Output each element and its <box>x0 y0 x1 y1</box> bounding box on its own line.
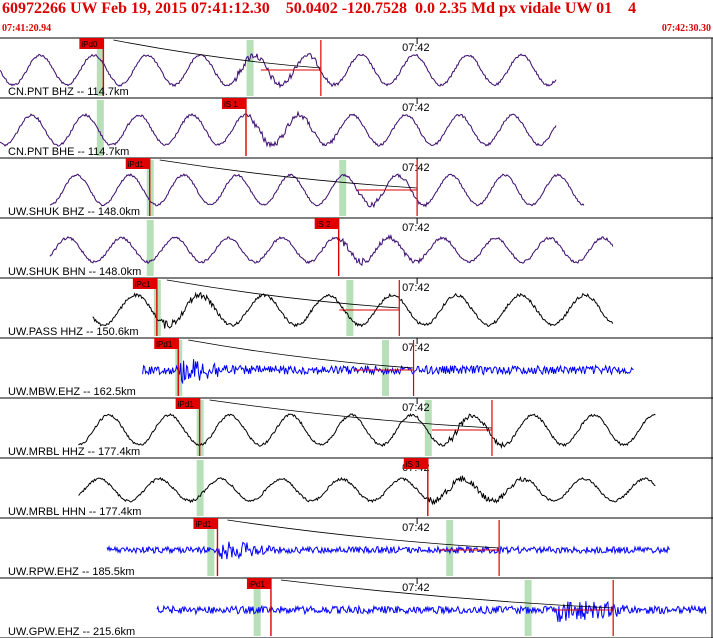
trace-row: 07:42 iPd1 UW.SHUK BHZ -- 148.0km <box>0 158 713 219</box>
station-label: UW.SHUK BHZ -- 148.0km <box>8 206 140 218</box>
travel-time-band <box>339 160 347 216</box>
pick-label: iS 2 <box>317 220 331 229</box>
travel-time-band <box>346 280 354 336</box>
waveform <box>156 600 707 623</box>
travel-time-band <box>196 460 204 516</box>
arrival-curve <box>188 339 414 369</box>
travel-time-band <box>246 40 254 96</box>
station-label: UW.MBW.EHZ -- 162.5km <box>8 386 136 398</box>
waveform <box>78 475 656 506</box>
minute-tick-label: 07:42 <box>402 402 430 414</box>
minute-tick-label: 07:42 <box>402 162 430 174</box>
waveform <box>49 173 585 209</box>
arrival-curve <box>209 399 492 429</box>
minute-tick-label: 07:42 <box>402 102 430 114</box>
waveform <box>0 52 557 89</box>
minute-tick-label: 07:42 <box>402 42 430 54</box>
pick-label: iS 3 <box>406 460 420 469</box>
arrival-curve <box>113 39 321 69</box>
station-label: UW.MRBL HHZ -- 177.4km <box>8 446 140 458</box>
pick-label: iPd1 <box>249 580 266 589</box>
travel-time-band <box>207 520 215 576</box>
waveform <box>0 110 557 149</box>
minute-tick-label: 07:42 <box>402 582 430 594</box>
pick-flag <box>154 338 179 349</box>
minute-tick-label: 07:42 <box>402 282 430 294</box>
station-label: UW.SHUK BHN -- 148.0km <box>8 266 141 278</box>
window-start-time: 07:41:20.94 <box>2 23 52 34</box>
waveform <box>49 233 614 267</box>
pick-flag <box>246 578 271 589</box>
trace-row: 07:42 iPd0 CN.PNT BHZ -- 114.7km <box>0 38 713 99</box>
station-label: UW.MRBL HHN -- 177.4km <box>8 506 141 518</box>
pick-label: iPc1 <box>135 280 151 289</box>
trace-row: 07:42 iPd1 UW.MBW.EHZ -- 162.5km <box>0 338 713 399</box>
pick-flag <box>132 278 157 289</box>
station-label: CN.PNT BHZ -- 114.7km <box>8 86 129 98</box>
station-label: UW.GPW.EHZ -- 215.6km <box>8 626 135 638</box>
pick-flag <box>125 158 150 169</box>
trace-row: 07:42 iPd1 UW.GPW.EHZ -- 215.6km <box>0 578 713 638</box>
pick-label: iPd1 <box>128 160 145 169</box>
event-title: 60972266 UW Feb 19, 2015 07:41:12.30 50.… <box>2 0 637 17</box>
trace-row: 07:42 iPd1 UW.MRBL HHZ -- 177.4km <box>0 398 713 459</box>
waveform <box>92 291 614 329</box>
pick-flag <box>175 398 200 409</box>
pick-label: iPd1 <box>178 400 195 409</box>
pick-label: iPd1 <box>156 340 173 349</box>
pick-flag <box>221 98 246 109</box>
pick-label: iPd0 <box>81 40 98 49</box>
arrival-curve <box>166 279 400 309</box>
travel-time-band <box>446 520 454 576</box>
station-label: UW.RPW.EHZ -- 185.5km <box>8 566 135 578</box>
minute-tick-label: 07:42 <box>402 342 430 354</box>
travel-time-band <box>96 40 104 96</box>
trace-row: 07:42 iS 1 CN.PNT BHE -- 114.7km <box>0 98 713 159</box>
pick-flag <box>193 518 218 529</box>
pick-flag <box>79 38 104 49</box>
pick-label: iPd1 <box>195 520 212 529</box>
pick-flag <box>403 458 428 469</box>
waveform <box>142 359 634 384</box>
waveform <box>78 413 656 450</box>
pick-label: iS 1 <box>224 100 238 109</box>
travel-time-band <box>96 100 104 156</box>
arrival-curve <box>159 159 418 189</box>
travel-time-band <box>146 220 154 276</box>
trace-row: 07:42 iPc1 UW.PASS HHZ -- 150.6km <box>0 278 713 339</box>
travel-time-band <box>424 400 432 456</box>
pick-flag <box>314 218 339 229</box>
station-label: UW.PASS HHZ -- 150.6km <box>8 326 139 338</box>
minute-tick-label: 07:42 <box>402 222 430 234</box>
minute-tick-label: 07:42 <box>402 522 430 534</box>
plot-header: 60972266 UW Feb 19, 2015 07:41:12.30 50.… <box>0 0 713 40</box>
arrival-curve <box>227 519 500 549</box>
window-end-time: 07:42:30.30 <box>661 23 711 34</box>
trace-row: 07:42 iS 2 UW.SHUK BHN -- 148.0km <box>0 218 713 279</box>
station-label: CN.PNT BHE -- 114.7km <box>8 146 129 158</box>
trace-row: 07:42 iPd1 UW.RPW.EHZ -- 185.5km <box>0 518 713 579</box>
arrival-curve <box>280 579 614 609</box>
waveform <box>106 541 671 560</box>
